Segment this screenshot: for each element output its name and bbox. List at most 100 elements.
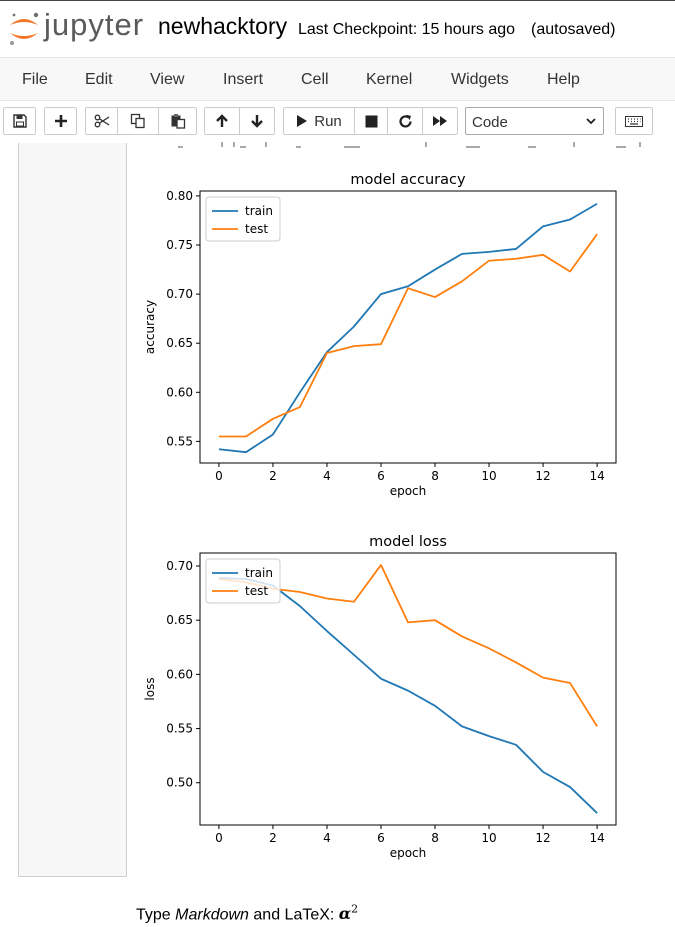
plot-frame xyxy=(199,552,617,826)
keyboard-icon xyxy=(625,115,643,127)
markdown-italic: Markdown xyxy=(175,906,249,924)
markdown-prefix: Type xyxy=(136,906,176,924)
x-tick-label: 6 xyxy=(377,469,385,483)
save-button[interactable] xyxy=(3,107,36,135)
cell-type-select[interactable]: Code xyxy=(465,107,604,135)
latex-alpha: α xyxy=(338,904,352,924)
x-tick-label: 12 xyxy=(535,469,550,483)
menu-file[interactable]: File xyxy=(22,71,48,88)
cut-icon xyxy=(94,114,109,128)
chevron-down-icon xyxy=(586,118,596,125)
y-tick-label: 0.60 xyxy=(166,385,193,399)
chart-title: model accuracy xyxy=(350,172,466,188)
x-tick-label: 0 xyxy=(215,831,223,845)
interrupt-button[interactable] xyxy=(354,107,388,135)
x-tick-label: 2 xyxy=(269,831,277,845)
paste-icon xyxy=(171,114,185,129)
copy-button[interactable] xyxy=(117,107,159,135)
run-label: Run xyxy=(314,112,342,130)
menu-widgets[interactable]: Widgets xyxy=(451,71,509,88)
menu-edit[interactable]: Edit xyxy=(85,71,113,88)
restart-button[interactable] xyxy=(387,107,423,135)
menu-view[interactable]: View xyxy=(150,71,185,88)
cut-button[interactable] xyxy=(85,107,118,135)
legend-label-test: test xyxy=(245,584,268,598)
y-axis-label: accuracy xyxy=(143,300,157,354)
jupyter-logo-icon[interactable] xyxy=(6,9,42,47)
loss-chart: model loss 0 2 4 6 8 10 12 14 0.50 0.55 0.60 0.65 0.7… xyxy=(143,534,617,860)
cell-type-value: Code xyxy=(472,114,508,131)
markdown-cell[interactable]: Type Markdown and LaTeX: α2 xyxy=(136,903,358,924)
menu-insert[interactable]: Insert xyxy=(223,71,264,88)
x-tick-label: 8 xyxy=(431,469,439,483)
x-tick-label: 4 xyxy=(323,831,331,845)
run-button[interactable]: Run xyxy=(283,107,355,135)
y-tick-label: 0.65 xyxy=(166,613,193,627)
y-axis-label: loss xyxy=(143,677,157,700)
markdown-middle: and LaTeX: xyxy=(248,906,339,924)
plus-icon xyxy=(54,115,67,127)
notebook-name[interactable]: newhacktory xyxy=(158,13,288,39)
output-prompt-area[interactable] xyxy=(18,143,127,877)
accuracy-chart: model accuracy 0 2 4 6 8 10 12 14 0.55 0.60 0.65 0.7… xyxy=(143,172,617,498)
menu-cell[interactable]: Cell xyxy=(301,71,329,88)
save-icon xyxy=(12,114,27,128)
latex-exponent: 2 xyxy=(351,903,359,916)
menubar: File Edit View Insert Cell Kernel Widget… xyxy=(0,57,675,101)
y-tick-label: 0.50 xyxy=(166,776,193,790)
plot-frame xyxy=(199,190,617,464)
header: jupyter newhacktory Last Checkpoint: 15 … xyxy=(0,1,675,55)
fast-forward-icon xyxy=(433,116,447,126)
legend: train test xyxy=(205,558,281,604)
legend-box xyxy=(205,558,281,604)
legend: train test xyxy=(205,196,281,242)
y-tick-label: 0.60 xyxy=(166,667,193,681)
toolbar: Run xyxy=(0,101,675,143)
arrow-up-icon xyxy=(216,114,228,127)
stop-icon xyxy=(365,115,377,127)
series-line-test xyxy=(218,564,598,727)
arrow-down-icon xyxy=(251,115,263,128)
x-tick-label: 2 xyxy=(269,469,277,483)
latex-math: α2 xyxy=(338,903,359,924)
paste-button[interactable] xyxy=(158,107,197,135)
legend-label-train: train xyxy=(245,204,273,218)
menu-help[interactable]: Help xyxy=(547,71,580,88)
y-tick-label: 0.65 xyxy=(166,336,193,350)
x-axis-label: epoch xyxy=(390,846,427,860)
y-tick-label: 0.80 xyxy=(166,189,193,203)
x-axis-label: epoch xyxy=(390,484,427,498)
move-down-button[interactable] xyxy=(239,107,275,135)
y-tick-label: 0.55 xyxy=(166,434,193,448)
x-tick-label: 8 xyxy=(431,831,439,845)
legend-box xyxy=(205,196,281,242)
x-tick-label: 12 xyxy=(535,831,550,845)
series-line-test xyxy=(218,233,598,438)
command-palette-button[interactable] xyxy=(615,107,653,135)
legend-label-train: train xyxy=(245,566,273,580)
copy-icon xyxy=(130,113,145,129)
x-tick-label: 14 xyxy=(589,469,604,483)
insert-cell-button[interactable] xyxy=(44,107,77,135)
series-line-train xyxy=(218,202,598,454)
y-tick-label: 0.70 xyxy=(166,287,193,301)
y-tick-label: 0.75 xyxy=(166,238,193,252)
play-icon xyxy=(297,115,308,127)
restart-icon xyxy=(398,114,412,127)
jupyter-logo-text[interactable]: jupyter xyxy=(44,7,145,42)
y-tick-label: 0.70 xyxy=(166,559,193,573)
x-tick-label: 10 xyxy=(481,469,496,483)
series-line-train xyxy=(218,577,598,814)
menu-kernel[interactable]: Kernel xyxy=(366,71,413,88)
y-tick-label: 0.55 xyxy=(166,722,193,736)
legend-label-test: test xyxy=(245,222,268,236)
clipped-code-line xyxy=(178,142,641,148)
x-tick-label: 14 xyxy=(589,831,604,845)
x-tick-label: 6 xyxy=(377,831,385,845)
move-up-button[interactable] xyxy=(204,107,240,135)
x-tick-label: 4 xyxy=(323,469,331,483)
x-tick-label: 0 xyxy=(215,469,223,483)
checkpoint-status: Last Checkpoint: 15 hours ago xyxy=(298,21,516,38)
restart-run-all-button[interactable] xyxy=(422,107,458,135)
chart-title: model loss xyxy=(369,534,447,550)
